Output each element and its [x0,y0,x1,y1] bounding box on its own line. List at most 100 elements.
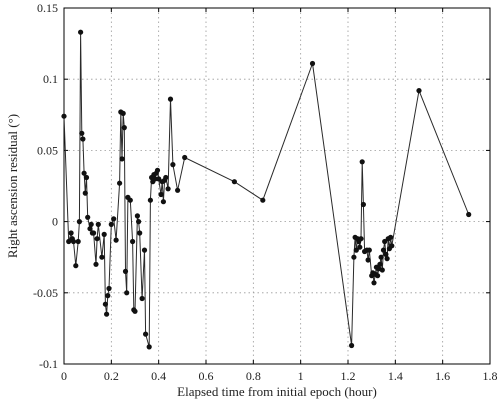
data-point [119,156,125,162]
data-point [122,268,129,274]
data-point [366,247,372,253]
data-point [170,162,176,168]
data-point [379,267,385,273]
x-tick-label: 1.2 [341,369,356,383]
series-line [63,32,470,348]
data-point [117,180,123,186]
data-point [104,311,110,317]
y-axis-label: Right ascension residual (°) [5,114,20,258]
data-point [132,308,138,314]
data-point [82,190,88,196]
data-point [371,280,377,286]
x-tick-label: 0.2 [104,369,119,383]
tick-labels: 0 0.2 0.4 0.6 0.8 1 1.2 1.4 1.6 1.8 -0.1 -0.05 0 0.05… [33,1,498,383]
data-point [365,257,371,263]
data-point [136,219,142,225]
data-point [79,130,85,136]
x-tick-label: 0.6 [199,369,214,383]
x-tick-label: 0 [61,369,67,383]
data-point [134,213,140,219]
data-point [351,254,357,260]
data-points [61,29,472,350]
x-axis-label: Elapsed time from initial epoch (hour) [177,384,377,399]
data-point [141,247,148,253]
y-tick-label: 0 [52,215,58,229]
y-tick-label: -0.05 [33,286,58,300]
data-point [87,226,93,232]
x-tick-label: 1 [298,369,304,383]
data-point [416,88,422,94]
data-point [73,263,79,269]
data-point [105,293,111,299]
data-point [260,197,266,203]
axis-ticks [63,7,491,365]
y-tick-label: -0.1 [39,357,58,371]
data-point [466,211,472,218]
data-point [99,254,105,260]
data-point [163,174,169,181]
data-point [158,191,164,198]
y-tick-label: 0.15 [37,1,58,15]
y-tick-label: 0.1 [43,72,58,86]
data-point [102,301,108,307]
data-point [146,344,152,350]
data-point [94,236,100,242]
data-point [309,60,316,67]
data-point [359,159,365,165]
data-point [75,238,81,245]
data-point [124,290,130,296]
data-point [70,238,77,245]
data-point [384,256,390,262]
x-tick-label: 0.4 [151,369,166,383]
x-tick-label: 1.4 [388,369,403,383]
data-point [382,238,388,245]
x-tick-label: 0.8 [246,369,261,383]
data-point [120,110,126,116]
data-point [378,254,384,260]
data-point [101,231,107,237]
data-point [380,247,387,253]
data-point [375,273,381,279]
data-point [167,96,174,102]
data-point [156,176,162,182]
data-point [78,29,84,35]
data-point [147,197,153,203]
data-point [389,243,395,249]
data-point [152,176,158,182]
data-point [93,261,99,267]
data-point [143,331,149,337]
data-point [127,197,133,203]
data-point [108,221,114,227]
data-point [61,113,67,119]
data-point [85,214,91,220]
x-tick-label: 1.6 [435,369,450,383]
data-point [91,230,97,236]
data-point [83,174,90,181]
data-point [106,285,112,292]
data-point [76,219,82,225]
data-point [130,238,136,245]
plot-area-frame [63,7,491,365]
data-point [111,216,117,222]
data-point [81,170,87,176]
data-point [357,244,363,250]
data-point [231,179,237,185]
data-point [349,342,355,349]
data-point [121,125,127,131]
data-point [175,187,181,193]
data-point [80,136,86,142]
data-point [388,234,394,240]
data-point [182,154,188,161]
data-point [160,199,166,205]
data-point [377,261,383,267]
data-point [360,201,366,208]
data-point [139,295,145,302]
data-point [113,237,119,243]
data-point [68,230,74,236]
data-point [88,221,94,227]
x-tick-label: 1.8 [483,369,498,383]
data-point [358,236,364,242]
data-point [66,238,72,245]
grid [64,8,490,364]
